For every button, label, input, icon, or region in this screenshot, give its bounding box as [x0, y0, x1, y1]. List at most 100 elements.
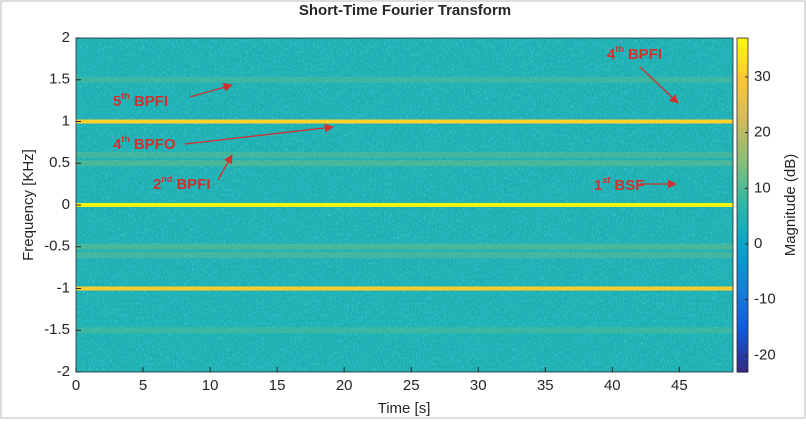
colorbar-segment: [737, 334, 748, 340]
annotation-suffix: th: [121, 91, 130, 101]
frequency-band: [76, 327, 733, 334]
frequency-band: [76, 286, 733, 291]
colorbar-segment: [737, 338, 748, 344]
colorbar-segment: [737, 292, 748, 298]
annotation: 2nd BPFI: [153, 174, 211, 193]
annotation-arrow: [217, 154, 233, 181]
annotation: 4th BPFO: [113, 134, 176, 153]
colorbar-segment: [737, 221, 748, 227]
colorbar-segment: [737, 125, 748, 131]
annotation-ordinal: 2: [153, 176, 161, 193]
x-tick-label: 45: [671, 377, 688, 394]
annotation-ordinal: 1: [594, 177, 602, 194]
colorbar-segment: [737, 250, 748, 256]
colorbar-segment: [737, 200, 748, 206]
x-axis-label: Time [s]: [378, 400, 431, 417]
colorbar-segment: [737, 196, 748, 202]
colorbar-segment: [737, 146, 748, 152]
annotation-name: BPFI: [176, 176, 210, 193]
colorbar-segment: [737, 309, 748, 315]
colorbar-segment: [737, 238, 748, 244]
annotation: 1st BSF: [594, 175, 644, 194]
colorbar-segment: [737, 150, 748, 156]
y-tick-label: 1: [62, 112, 70, 129]
colorbar-segment: [737, 117, 748, 123]
colorbar-segment: [737, 154, 748, 160]
colorbar-segment: [737, 54, 748, 60]
colorbar-segment: [737, 217, 748, 223]
y-tick-label: 2: [62, 29, 70, 46]
colorbar-segment: [737, 271, 748, 277]
colorbar-segment: [737, 321, 748, 327]
chart-title: Short-Time Fourier Transform: [299, 2, 511, 19]
colorbar-segment: [737, 246, 748, 252]
annotation-name: BPFO: [134, 136, 176, 153]
colorbar-segment: [737, 184, 748, 189]
annotation-name: BPFI: [134, 93, 168, 110]
colorbar-segment: [737, 129, 748, 135]
colorbar-segment: [737, 284, 748, 290]
annotation: 5th BPFI: [113, 91, 168, 110]
annotation-ordinal: 4: [113, 136, 122, 153]
colorbar-segment: [737, 79, 748, 85]
colorbar-tick-label: -10: [754, 291, 776, 308]
x-tick-label: 20: [336, 377, 353, 394]
annotation-suffix: th: [121, 134, 130, 144]
frequency-band: [76, 76, 733, 83]
colorbar-segment: [737, 242, 748, 248]
frequency-band: [76, 160, 733, 167]
colorbar-segment: [737, 104, 748, 110]
annotation: 4th BPFI: [607, 44, 662, 63]
colorbar-segment: [737, 75, 748, 81]
annotation-arrow: [184, 123, 334, 145]
x-tick-label: 0: [72, 377, 80, 394]
colorbar-segment: [737, 179, 748, 185]
annotation-suffix: st: [602, 175, 610, 185]
colorbar-segment: [737, 134, 748, 139]
colorbar-segment: [737, 159, 748, 164]
colorbar-segment: [737, 225, 748, 231]
y-tick-label: -1.5: [44, 321, 70, 338]
colorbar-segment: [737, 96, 748, 102]
colorbar-segment: [737, 326, 748, 331]
colorbar-segment: [737, 305, 748, 310]
x-tick-label: 15: [269, 377, 286, 394]
colorbar-tick-label: 30: [754, 68, 771, 85]
colorbar-segment: [737, 100, 748, 106]
colorbar-segment: [737, 263, 748, 269]
colorbar-segment: [737, 108, 748, 114]
colorbar-segment: [737, 355, 748, 361]
colorbar-tick-label: 10: [754, 179, 771, 196]
annotation-suffix: th: [615, 44, 624, 54]
colorbar-segment: [737, 71, 748, 77]
colorbar-segment: [737, 359, 748, 365]
colorbar-segment: [737, 113, 748, 118]
annotation-arrow: [189, 82, 233, 98]
colorbar-segment: [737, 175, 748, 181]
colorbar-segment: [737, 46, 748, 52]
colorbar-segment: [737, 367, 748, 373]
colorbar-tick-label: 20: [754, 124, 771, 141]
colorbar-segment: [737, 255, 748, 260]
colorbar-segment: [737, 167, 748, 173]
frequency-band: [76, 252, 733, 259]
colorbar-segment: [737, 192, 748, 198]
colorbar-segment: [737, 121, 748, 127]
colorbar-border: [736, 37, 749, 373]
colorbar-segment: [737, 363, 748, 369]
colorbar-segment: [737, 50, 748, 56]
y-tick-label: 0.5: [49, 154, 70, 171]
colorbar-segment: [737, 301, 748, 306]
y-tick-label: 0: [62, 196, 70, 213]
colorbar-segment: [737, 330, 748, 336]
colorbar-segment: [737, 38, 748, 43]
colorbar-tick-label: -20: [754, 346, 776, 363]
annotation-name: BPFI: [628, 46, 662, 63]
colorbar-segment: [737, 138, 748, 143]
colorbar-segment: [737, 346, 748, 352]
x-tick-label: 35: [537, 377, 554, 394]
frequency-band: [76, 151, 733, 158]
x-tick-label: 25: [403, 377, 420, 394]
colorbar-segment: [737, 42, 748, 47]
colorbar-segment: [737, 351, 748, 356]
